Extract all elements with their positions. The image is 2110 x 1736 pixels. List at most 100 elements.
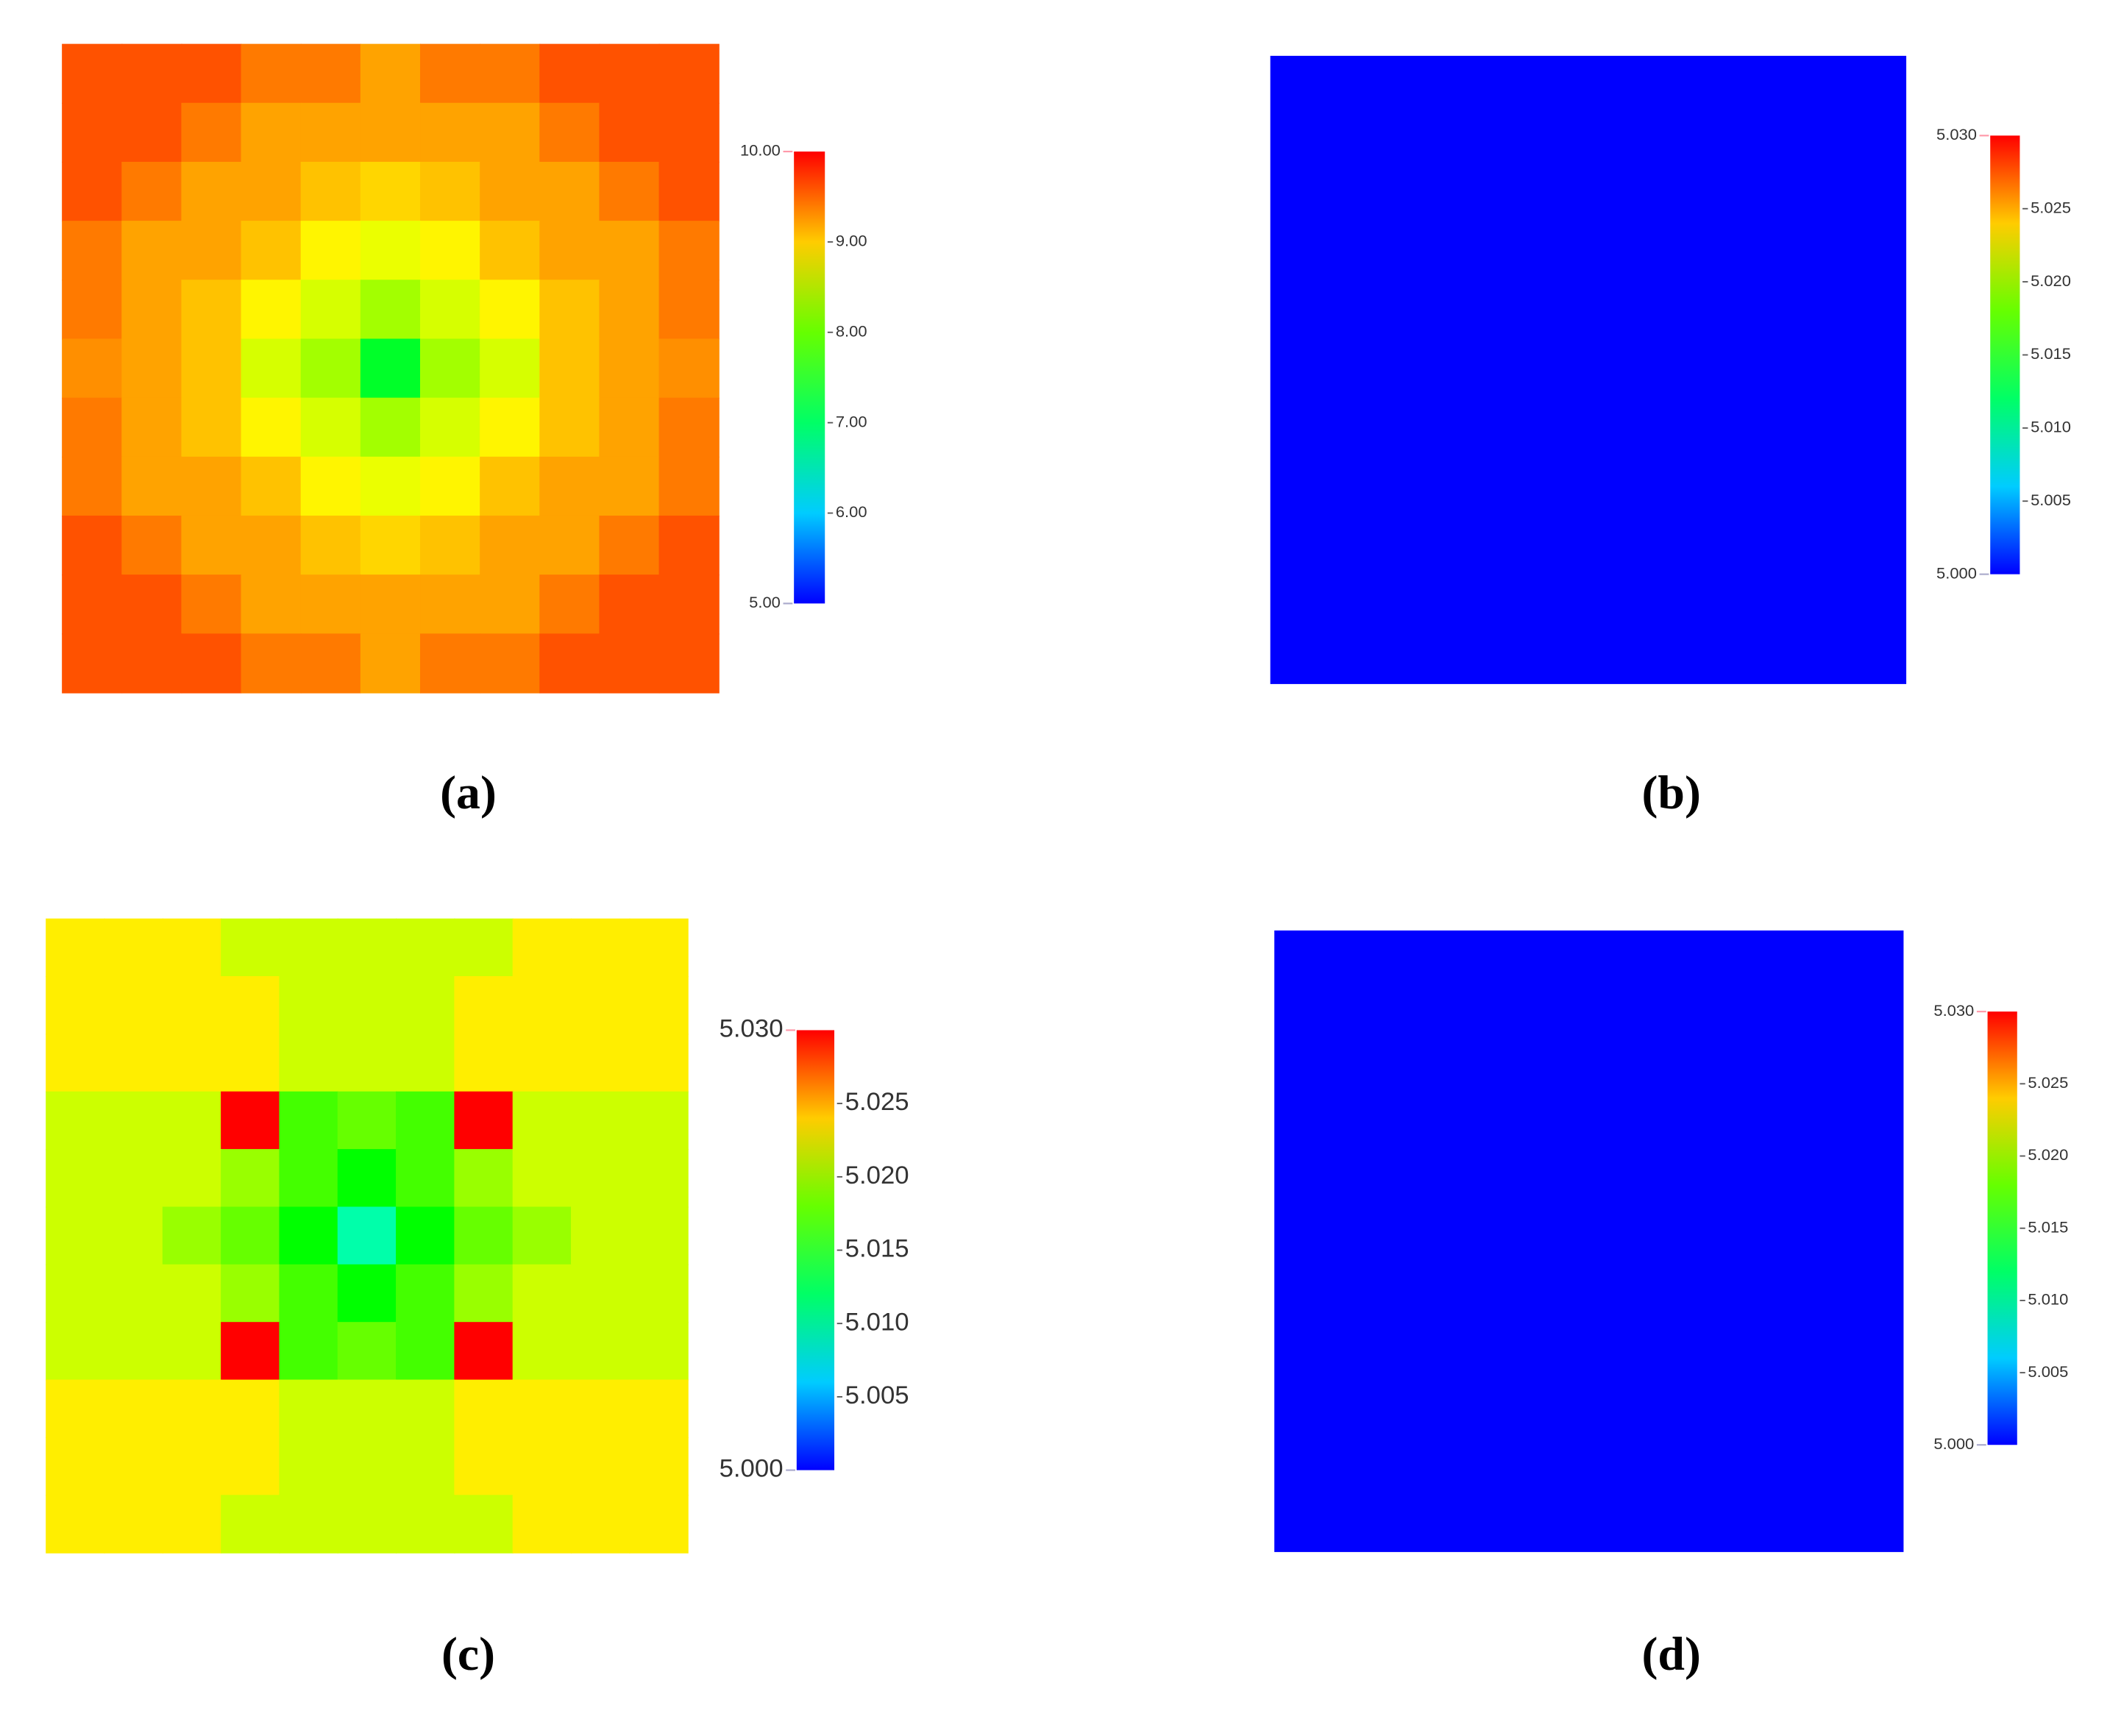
- heatmap-cell: [420, 161, 481, 222]
- heatmap-cell: [241, 43, 302, 104]
- heatmap-cell: [539, 102, 600, 163]
- colorbar-tick-label: 5.030: [1933, 1001, 1974, 1020]
- heatmap-cell: [221, 1091, 280, 1150]
- heatmap-cell: [539, 397, 600, 458]
- heatmap-cell: [279, 1149, 338, 1208]
- heatmap-cell: [360, 515, 422, 576]
- colorbar-tick-label: 5.010: [845, 1308, 909, 1336]
- colorbar-tick-label: 5.000: [1936, 563, 1977, 582]
- heatmap-cell: [46, 1091, 105, 1150]
- colorbar-tick-label: 5.00: [749, 593, 781, 611]
- heatmap-cell: [629, 1437, 689, 1496]
- heatmap-cell: [46, 918, 105, 978]
- heatmap-cell: [420, 338, 481, 399]
- heatmap-cell: [241, 338, 302, 399]
- heatmap-cell: [360, 161, 422, 222]
- colorbar-tick-label: 5.025: [2031, 199, 2071, 217]
- heatmap-cell: [279, 1206, 338, 1265]
- colorbar-tick-label: 5.005: [2031, 491, 2071, 509]
- colorbar-tick-label: 5.010: [2031, 418, 2071, 436]
- colorbar-tick-label: 5.030: [720, 1015, 784, 1043]
- heatmap-cell: [454, 1495, 514, 1554]
- heatmap-cell: [1274, 930, 1904, 1552]
- heatmap-cell: [300, 515, 361, 576]
- colorbar-tick-label: 5.015: [2028, 1218, 2068, 1237]
- heatmap-cell: [181, 221, 242, 281]
- heatmap-cell: [454, 1206, 514, 1265]
- heatmap-cell: [512, 918, 572, 978]
- colorbar-tick-label: 5.015: [845, 1235, 909, 1263]
- heatmap-cell: [360, 43, 422, 104]
- heatmap-cell: [162, 976, 222, 1035]
- heatmap-cell: [420, 633, 481, 694]
- heatmap-cell: [599, 633, 660, 694]
- heatmap-cell: [512, 1379, 572, 1438]
- heatmap-cell: [62, 338, 123, 399]
- heatmap-cell: [104, 1322, 163, 1381]
- heatmap-cell: [279, 1091, 338, 1150]
- heatmap-cell: [337, 1149, 397, 1208]
- heatmap-cell: [221, 1149, 280, 1208]
- heatmap-cell: [480, 221, 541, 281]
- heatmap-cell: [46, 1149, 105, 1208]
- heatmap-cell: [300, 397, 361, 458]
- heatmap-cell: [121, 280, 182, 340]
- heatmap-cell: [396, 1091, 455, 1150]
- heatmap-cell: [658, 456, 720, 517]
- heatmap-cell: [279, 1437, 338, 1496]
- heatmap-cell: [337, 1437, 397, 1496]
- panel-label: (c): [441, 1628, 495, 1681]
- heatmap-cell: [658, 43, 720, 104]
- heatmap-cell: [420, 397, 481, 458]
- heatmap-cell: [241, 280, 302, 340]
- heatmap-cell: [121, 515, 182, 576]
- heatmap-cell: [300, 280, 361, 340]
- heatmap-cell: [599, 515, 660, 576]
- colorbar-tick-label: 6.00: [836, 502, 867, 521]
- heatmap-cell: [539, 633, 600, 694]
- heatmap-cell: [221, 1322, 280, 1381]
- heatmap-cell: [629, 1264, 689, 1323]
- colorbar-tick-label: 5.000: [1933, 1434, 1974, 1453]
- heatmap-cell: [62, 574, 123, 635]
- heatmap-cell: [512, 1149, 572, 1208]
- heatmap-cell: [658, 574, 720, 635]
- heatmap-cell: [181, 456, 242, 517]
- heatmap-cell: [480, 515, 541, 576]
- heatmap-cell: [539, 515, 600, 576]
- heatmap-cell: [241, 574, 302, 635]
- heatmap-cell: [241, 161, 302, 222]
- heatmap-cell: [396, 1322, 455, 1381]
- heatmap-cell: [571, 976, 630, 1035]
- heatmap-cell: [300, 456, 361, 517]
- colorbar: [1987, 1011, 2017, 1445]
- heatmap-cell: [300, 338, 361, 399]
- heatmap-cell: [396, 1437, 455, 1496]
- heatmap-cell: [104, 1437, 163, 1496]
- heatmap-cell: [480, 633, 541, 694]
- heatmap-cell: [300, 574, 361, 635]
- heatmap-cell: [360, 633, 422, 694]
- heatmap-cell: [241, 456, 302, 517]
- heatmap-cell: [279, 976, 338, 1035]
- colorbar-tick-label: 9.00: [836, 232, 867, 250]
- heatmap-cell: [539, 574, 600, 635]
- heatmap-cell: [571, 1149, 630, 1208]
- heatmap-cell: [300, 161, 361, 222]
- heatmap-cell: [337, 1379, 397, 1438]
- heatmap-cell: [629, 1206, 689, 1265]
- heatmap-cell: [62, 43, 123, 104]
- heatmap-cell: [279, 1322, 338, 1381]
- heatmap-cell: [454, 1322, 514, 1381]
- heatmap-cell: [360, 456, 422, 517]
- heatmap-cell: [62, 280, 123, 340]
- heatmap-cell: [162, 1206, 222, 1265]
- heatmap-cell: [121, 456, 182, 517]
- heatmap-cell: [658, 338, 720, 399]
- heatmap-cell: [300, 43, 361, 104]
- heatmap-cell: [480, 456, 541, 517]
- heatmap-cell: [454, 1091, 514, 1150]
- heatmap-cell: [396, 1034, 455, 1092]
- heatmap-cell: [337, 976, 397, 1035]
